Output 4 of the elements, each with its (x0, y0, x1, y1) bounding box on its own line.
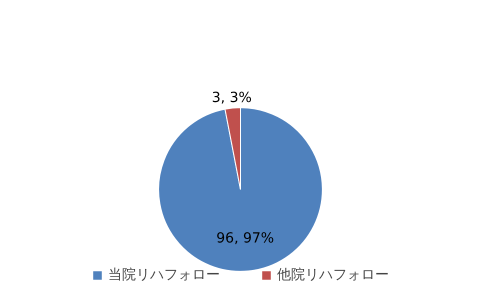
legend-label: 他院リハフォロー (277, 266, 389, 284)
data-label: 96, 97% (216, 230, 274, 246)
data-label: 3, 3% (212, 90, 252, 106)
legend-label: 当院リハフォロー (108, 266, 220, 284)
